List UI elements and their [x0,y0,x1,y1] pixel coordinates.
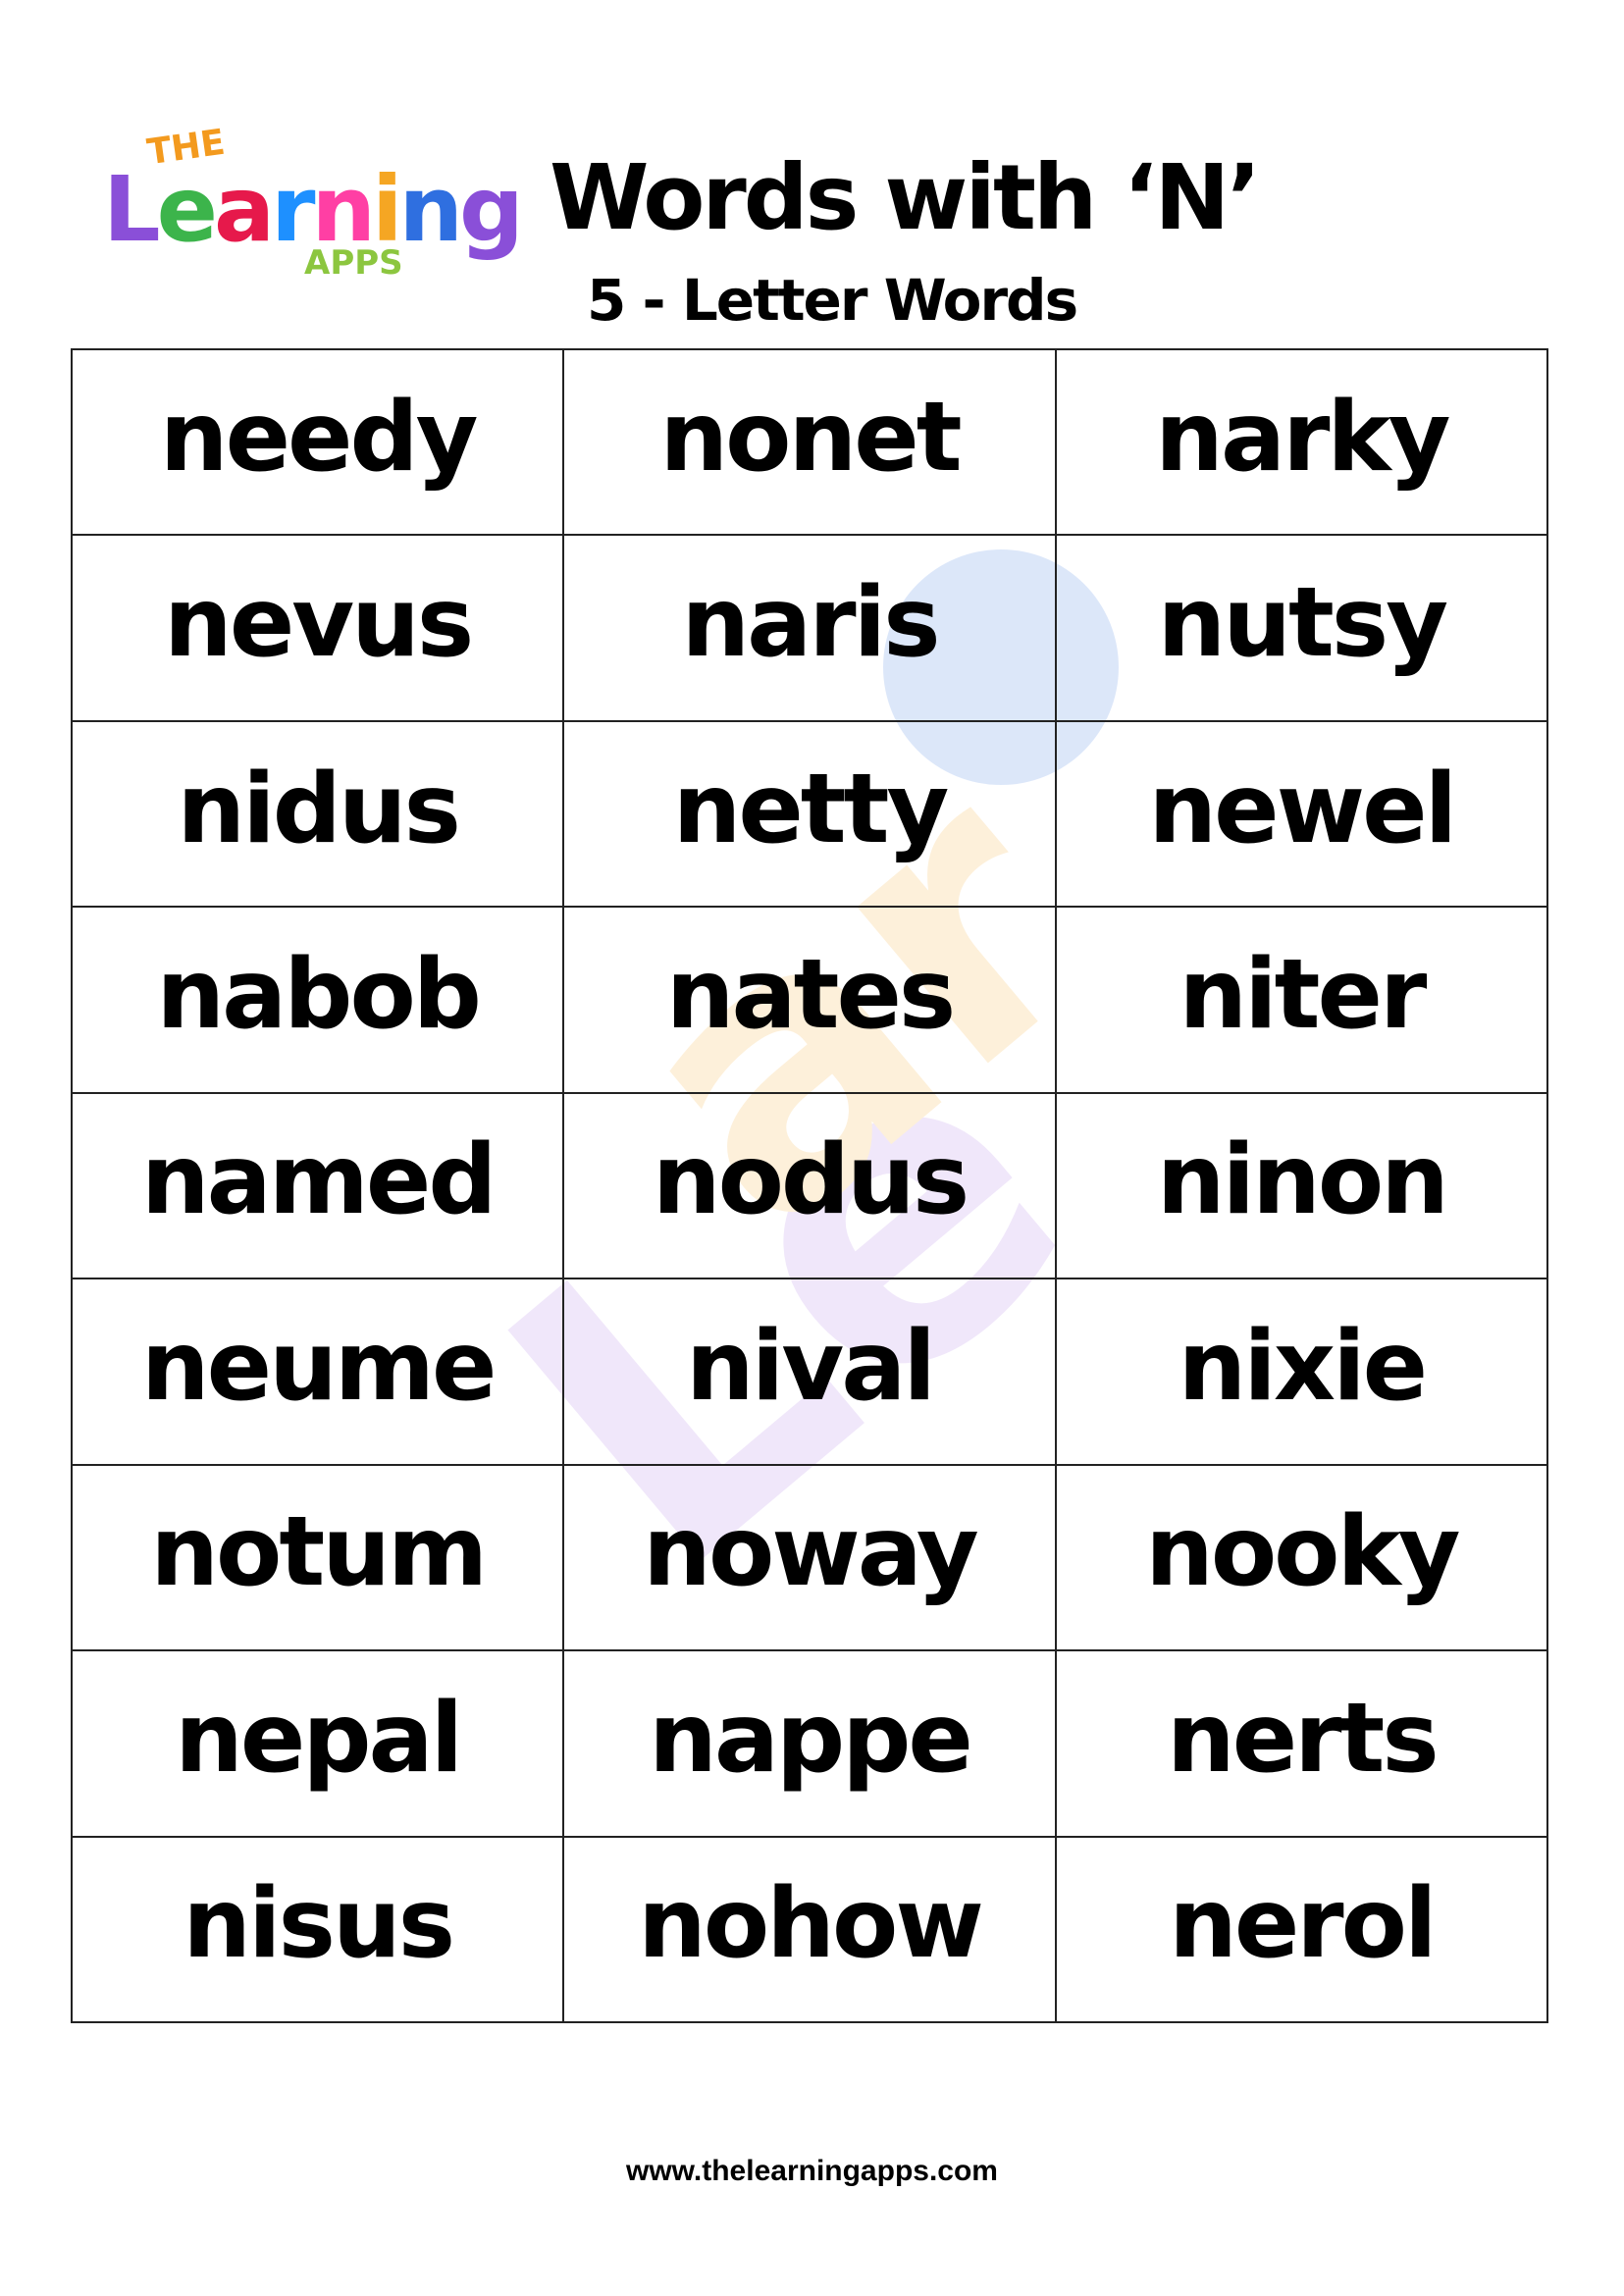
word-cell: nabob [70,906,565,1094]
footer-url: www.thelearningapps.com [626,2155,998,2187]
table-row: needy nonet narky [70,347,1549,537]
word-cell: nevus [70,534,565,722]
word-cell: niter [1054,906,1549,1094]
table-row: nevus naris nutsy [70,534,1549,722]
word-cell: nonet [562,347,1057,537]
table-row: nepal nappe nerts [70,1649,1549,1838]
logo-letter: i [372,157,402,262]
logo-letter: a [214,157,275,262]
word-cell: nisus [70,1835,565,2023]
word-cell: notum [70,1463,565,1652]
word-cell: narky [1054,347,1549,537]
word-cell: nixie [1054,1278,1549,1466]
logo-letter: e [156,157,218,262]
word-cell: nappe [562,1649,1057,1838]
word-cell: netty [562,719,1057,909]
logo-letter: L [103,157,161,262]
word-cell: nerol [1054,1835,1549,2023]
word-cell: newel [1054,719,1549,909]
table-row: nisus nohow nerol [70,1835,1549,2023]
logo-letter: r [271,157,315,262]
word-cell: nohow [562,1835,1057,2023]
word-cell: naris [562,534,1057,722]
word-cell: noway [562,1463,1057,1652]
word-cell: nates [562,906,1057,1094]
word-table: needy nonet narky nevus naris nutsy nidus netty… [70,347,1549,2023]
word-cell: nutsy [1054,534,1549,722]
word-cell: nepal [70,1649,565,1838]
logo-learning: Learning [103,157,524,262]
logo-apps: APPS [304,243,403,283]
table-row: notum noway nooky [70,1463,1549,1652]
table-row: nidus netty newel [70,719,1549,909]
word-cell: nooky [1054,1463,1549,1652]
table-row: neume nival nixie [70,1278,1549,1466]
page-title: Words with ‘N’ [550,145,1261,250]
logo-letter: n [311,157,376,262]
logo-letter: n [398,157,463,262]
word-cell: nodus [562,1091,1057,1280]
word-cell: needy [70,347,565,537]
page-subtitle: 5 - Letter Words [587,267,1078,334]
word-cell: named [70,1091,565,1280]
table-row: nabob nates niter [70,906,1549,1094]
word-cell: ninon [1054,1091,1549,1280]
logo: THE Learning APPS [103,123,524,285]
logo-letter: g [459,157,524,262]
word-cell: nidus [70,719,565,909]
word-cell: neume [70,1278,565,1466]
table-row: named nodus ninon [70,1091,1549,1280]
word-cell: nival [562,1278,1057,1466]
word-cell: nerts [1054,1649,1549,1838]
